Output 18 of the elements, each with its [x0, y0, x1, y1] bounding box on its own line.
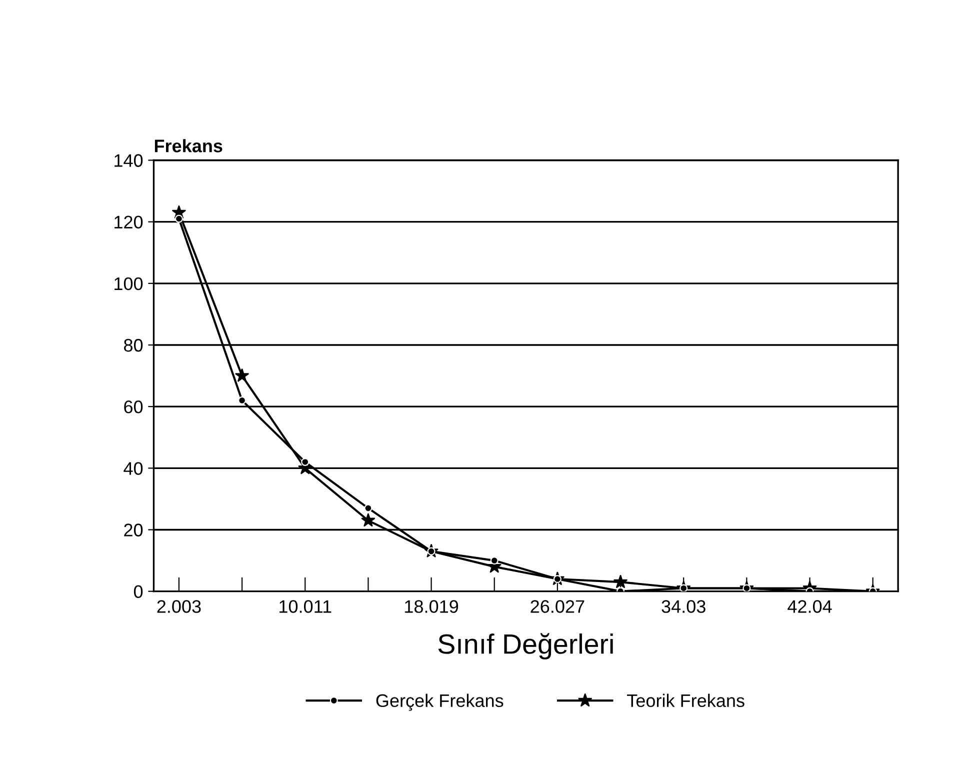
x-tick-label: 18.019 [405, 600, 458, 613]
y-tick-label: 40 [124, 462, 143, 475]
y-tick-label: 0 [134, 585, 143, 598]
x-tick-label: 34.03 [662, 600, 706, 613]
x-tick-label: 2.003 [157, 600, 201, 613]
x-axis-title: Sınıf Değerleri [438, 633, 613, 660]
y-tick-label: 140 [114, 154, 143, 167]
legend-label: Gerçek Frekans [376, 694, 504, 711]
x-tick-label: 42.04 [788, 600, 832, 613]
x-tick-label: 26.027 [530, 600, 584, 613]
y-tick-label: 120 [114, 216, 143, 229]
y-axis-title: Frekans [154, 139, 222, 152]
y-tick-label: 100 [114, 277, 143, 290]
y-tick-label: 80 [124, 338, 143, 352]
x-tick-label: 10.011 [280, 600, 332, 613]
y-tick-label: 20 [124, 524, 143, 536]
legend-label: Teorik Frekans [627, 694, 744, 708]
y-tick-label: 60 [124, 400, 143, 414]
